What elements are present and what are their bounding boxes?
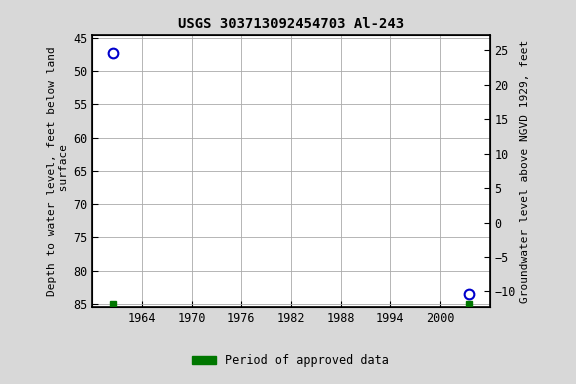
Title: USGS 303713092454703 Al-243: USGS 303713092454703 Al-243: [178, 17, 404, 31]
Y-axis label: Depth to water level, feet below land
 surface: Depth to water level, feet below land su…: [47, 46, 69, 296]
Legend: Period of approved data: Period of approved data: [188, 350, 394, 372]
Y-axis label: Groundwater level above NGVD 1929, feet: Groundwater level above NGVD 1929, feet: [520, 39, 530, 303]
